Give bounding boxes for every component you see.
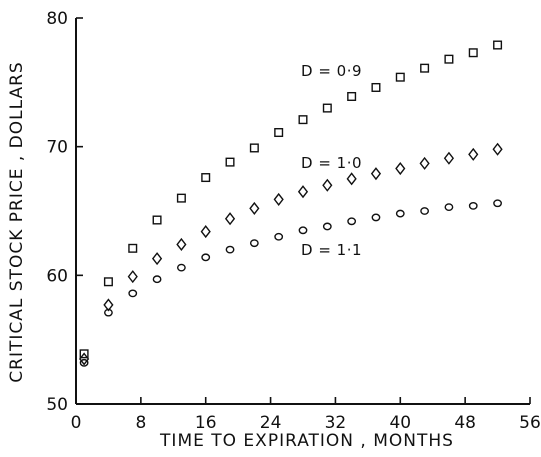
data-point-series-0 bbox=[444, 54, 454, 64]
markers-layer bbox=[79, 40, 503, 367]
x-tick-label: 32 bbox=[325, 413, 347, 433]
data-point-series-0 bbox=[322, 103, 332, 113]
series-label-d-1-1: D = 1·1 bbox=[301, 241, 362, 259]
x-tick-label: 0 bbox=[71, 413, 82, 433]
data-point-series-2 bbox=[371, 213, 381, 222]
data-point-series-1 bbox=[468, 147, 479, 161]
data-point-series-1 bbox=[224, 212, 236, 226]
data-point-series-0 bbox=[395, 72, 405, 82]
series-labels-layer: D = 0·9 D = 1·0 D = 1·1 bbox=[301, 62, 362, 259]
data-point-series-1 bbox=[370, 167, 382, 181]
data-point-series-1 bbox=[492, 142, 503, 156]
y-tick-label: 50 bbox=[46, 395, 68, 415]
y-tick-label: 60 bbox=[46, 266, 68, 286]
labels-layer: TIME TO EXPIRATION , MONTHS CRITICAL STO… bbox=[7, 61, 454, 451]
data-point-series-0 bbox=[225, 157, 235, 167]
data-point-series-2 bbox=[468, 201, 478, 210]
data-point-series-2 bbox=[249, 239, 259, 248]
x-tick-label: 40 bbox=[389, 413, 411, 433]
data-point-series-2 bbox=[201, 253, 211, 262]
data-point-series-0 bbox=[493, 40, 503, 50]
data-point-series-1 bbox=[200, 225, 211, 239]
data-point-series-1 bbox=[419, 156, 430, 170]
x-tick-label: 56 bbox=[519, 413, 541, 433]
y-tick-label: 70 bbox=[46, 138, 68, 158]
x-axis-title: TIME TO EXPIRATION , MONTHS bbox=[159, 431, 454, 451]
data-point-series-1 bbox=[297, 185, 309, 199]
data-point-series-2 bbox=[420, 207, 430, 215]
data-point-series-0 bbox=[420, 63, 430, 73]
data-point-series-0 bbox=[468, 48, 478, 58]
data-point-series-1 bbox=[346, 172, 357, 186]
x-tick-label: 48 bbox=[454, 413, 476, 433]
data-point-series-1 bbox=[249, 201, 260, 215]
data-point-series-1 bbox=[176, 237, 187, 251]
y-tick-label: 80 bbox=[46, 9, 68, 29]
data-point-series-2 bbox=[104, 308, 113, 317]
x-tick-label: 24 bbox=[260, 413, 282, 433]
data-point-series-2 bbox=[274, 232, 284, 241]
data-point-series-2 bbox=[225, 245, 235, 254]
data-point-series-0 bbox=[371, 82, 381, 92]
x-tick-label: 16 bbox=[195, 413, 217, 433]
series-label-d-1-0: D = 1·0 bbox=[301, 154, 362, 172]
data-point-series-1 bbox=[79, 352, 90, 366]
data-point-series-0 bbox=[249, 143, 259, 153]
series-label-d-0-9: D = 0·9 bbox=[301, 62, 362, 80]
data-point-series-2 bbox=[128, 289, 138, 298]
data-point-series-2 bbox=[444, 203, 454, 212]
x-tick-label: 8 bbox=[135, 413, 146, 433]
y-axis-title: CRITICAL STOCK PRICE , DOLLARS bbox=[7, 61, 27, 382]
data-point-series-1 bbox=[103, 298, 114, 312]
data-point-series-2 bbox=[152, 275, 162, 284]
data-point-series-1 bbox=[322, 178, 333, 192]
data-point-series-2 bbox=[493, 199, 502, 208]
axes-layer: 0 8 16 24 32 40 48 56 50 60 70 80 bbox=[46, 9, 540, 433]
data-point-series-0 bbox=[103, 277, 113, 287]
data-point-series-0 bbox=[128, 243, 138, 253]
data-point-series-1 bbox=[443, 151, 455, 165]
data-point-series-2 bbox=[395, 209, 405, 218]
data-point-series-2 bbox=[79, 358, 89, 367]
data-point-series-1 bbox=[273, 192, 284, 206]
data-point-series-1 bbox=[151, 252, 163, 266]
data-point-series-0 bbox=[298, 115, 308, 125]
data-point-series-2 bbox=[347, 217, 357, 226]
data-point-series-2 bbox=[322, 222, 332, 231]
data-point-series-0 bbox=[176, 193, 186, 203]
data-point-series-0 bbox=[152, 215, 162, 225]
data-point-series-1 bbox=[395, 161, 406, 176]
data-point-series-0 bbox=[274, 128, 284, 138]
data-point-series-2 bbox=[298, 226, 308, 235]
data-point-series-2 bbox=[176, 263, 186, 272]
data-point-series-0 bbox=[79, 349, 89, 359]
data-point-series-0 bbox=[347, 91, 357, 101]
data-point-series-0 bbox=[201, 173, 211, 183]
data-point-series-1 bbox=[127, 270, 138, 284]
